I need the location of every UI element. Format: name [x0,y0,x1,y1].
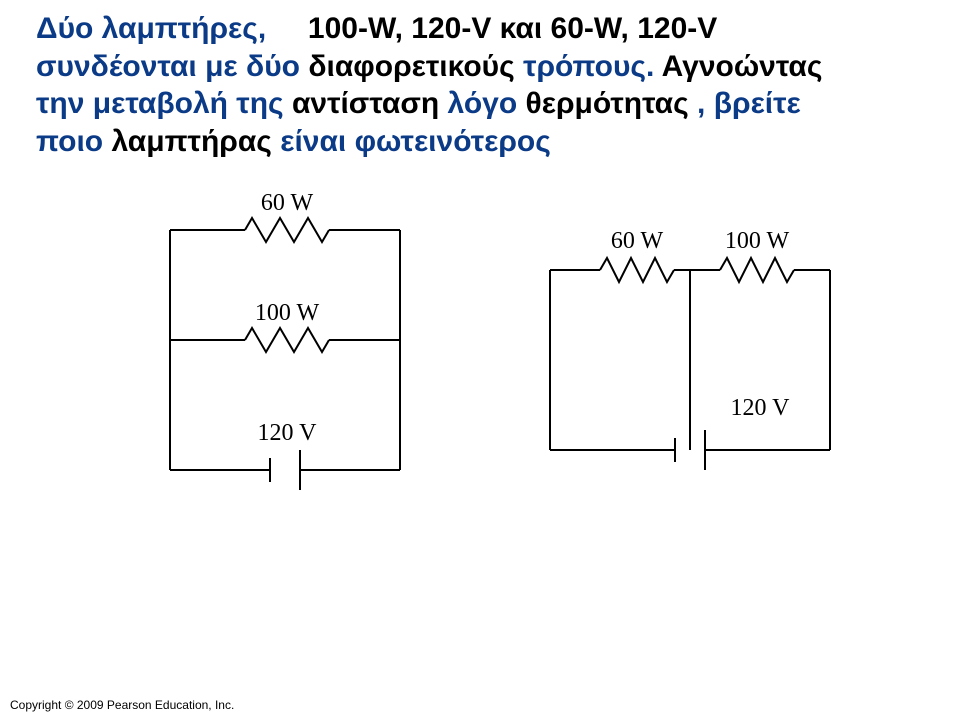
text-frag: Δύο λαμπτήρες, [36,12,266,45]
text-frag: ποιο [36,125,111,158]
circuits-svg: 60 W 100 W 120 V [150,190,850,530]
parallel-circuit [550,270,830,470]
text-frag: συνδέονται με δύο [36,50,308,83]
text-frag: Αγνοώντας [662,50,823,83]
text-frag: αντίσταση [292,87,439,120]
label-60w-series: 60 W [261,190,314,216]
circuit-diagrams: 60 W 100 W 120 V [150,190,850,530]
text-frag: τρόπους. [523,50,662,83]
copyright-notice: Copyright © 2009 Pearson Education, Inc. [10,698,234,712]
text-frag: θερμότητας [526,87,689,120]
problem-statement: Δύο λαμπτήρες, 100-W, 120-V και 60-W, 12… [36,10,936,160]
label-120v-parallel: 120 V [731,395,791,421]
text-frag: , βρείτε [697,87,801,120]
text-frag: 100-W, 120-V και 60-W, 120-V [308,12,717,45]
text-frag [275,12,300,45]
label-100w-parallel: 100 W [725,228,790,254]
label-100w-series: 100 W [255,300,320,326]
label-60w-parallel: 60 W [611,228,664,254]
label-120v-series: 120 V [258,420,318,446]
text-frag: είναι φωτεινότερος [280,125,551,158]
text-frag: λόγο [448,87,526,120]
text-frag: την μεταβολή της [36,87,292,120]
text-frag: λαμπτήρας [111,125,271,158]
text-frag: διαφορετικούς [308,50,514,83]
